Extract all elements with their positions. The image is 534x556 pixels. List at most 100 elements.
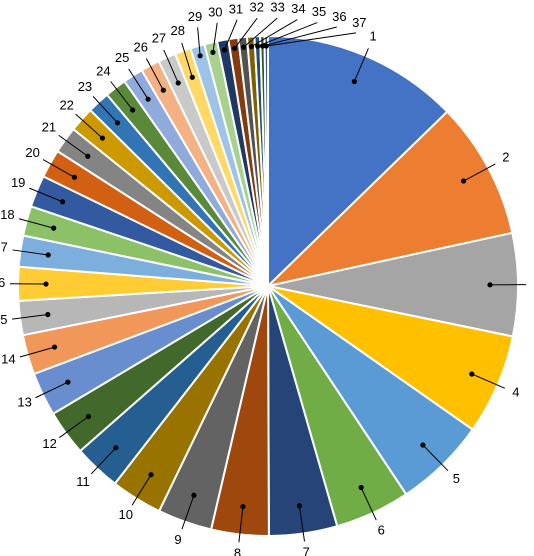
label-dot bbox=[461, 178, 467, 184]
label-dot bbox=[221, 47, 228, 53]
leader-line bbox=[262, 26, 337, 47]
slice-label: 28 bbox=[171, 23, 185, 38]
leader-line bbox=[42, 159, 75, 178]
leader-line bbox=[131, 474, 152, 506]
leader-line bbox=[163, 49, 179, 84]
leader-line bbox=[145, 58, 164, 91]
label-dot bbox=[85, 413, 92, 420]
leader-line bbox=[92, 96, 118, 124]
leader-line bbox=[128, 68, 149, 100]
slice-label: 6 bbox=[378, 523, 385, 538]
label-dot bbox=[160, 87, 166, 93]
slice-label: 32 bbox=[249, 0, 263, 15]
slice-label: 25 bbox=[115, 50, 129, 65]
label-dot bbox=[130, 107, 136, 113]
label-dot bbox=[189, 74, 195, 80]
leader-line bbox=[59, 416, 89, 439]
label-dot bbox=[420, 442, 426, 448]
leader-line bbox=[18, 218, 54, 229]
label-dot bbox=[45, 311, 51, 318]
leader-line bbox=[212, 22, 218, 53]
slice-label: 19 bbox=[11, 175, 25, 190]
leader-line bbox=[257, 22, 318, 47]
label-dot bbox=[175, 80, 181, 86]
slice-label: 29 bbox=[188, 9, 202, 24]
leader-line bbox=[360, 487, 377, 521]
slice-label: 4 bbox=[512, 384, 519, 399]
label-dot bbox=[197, 53, 203, 59]
slice-label: 23 bbox=[78, 79, 92, 94]
slice-label: 7 bbox=[303, 545, 310, 556]
label-dot bbox=[51, 225, 57, 231]
label-dot bbox=[71, 174, 78, 180]
leader-line bbox=[243, 17, 278, 48]
leader-line bbox=[298, 505, 306, 542]
slice-label: 31 bbox=[229, 1, 243, 16]
slice-label: 11 bbox=[76, 474, 90, 489]
slice-label: 21 bbox=[42, 120, 56, 135]
leader-line bbox=[35, 381, 69, 399]
label-dot bbox=[487, 282, 493, 288]
label-dot bbox=[145, 96, 151, 102]
slice-label: 26 bbox=[133, 39, 147, 54]
label-dot bbox=[210, 49, 216, 55]
label-dot bbox=[255, 43, 261, 49]
leader-line bbox=[224, 19, 238, 51]
slice-label: 13 bbox=[17, 394, 31, 409]
leader-line bbox=[90, 447, 117, 475]
slice-label: 8 bbox=[234, 546, 241, 556]
label-dot bbox=[148, 472, 154, 478]
slice-label: 2 bbox=[502, 150, 509, 165]
slice-label: 30 bbox=[208, 4, 222, 19]
slice-label: 27 bbox=[152, 30, 166, 45]
label-dot bbox=[259, 43, 266, 49]
leader-line bbox=[238, 506, 244, 543]
leader-line bbox=[353, 48, 369, 82]
leader-line bbox=[266, 32, 357, 47]
slice-label: 9 bbox=[174, 532, 181, 547]
label-dot bbox=[60, 199, 66, 205]
leader-line bbox=[12, 314, 48, 320]
slice-label: 34 bbox=[291, 1, 305, 16]
leader-line bbox=[19, 346, 55, 358]
slice-label: 17 bbox=[0, 240, 8, 255]
leader-line bbox=[471, 373, 506, 389]
leader-line bbox=[12, 249, 49, 256]
label-dot bbox=[43, 281, 49, 287]
leader-line bbox=[181, 42, 193, 78]
slice-label: 15 bbox=[0, 312, 7, 327]
label-dot bbox=[45, 252, 51, 258]
label-dot bbox=[469, 371, 475, 377]
slice-label: 1 bbox=[369, 29, 376, 44]
slice-label: 5 bbox=[453, 471, 460, 486]
slice-label: 36 bbox=[332, 9, 346, 24]
leader-line bbox=[58, 134, 89, 157]
slice-label: 24 bbox=[96, 63, 110, 78]
label-dot bbox=[191, 492, 197, 498]
label-dot bbox=[232, 45, 238, 51]
slice-label: 18 bbox=[0, 207, 14, 222]
leader-line bbox=[234, 17, 258, 49]
label-dot bbox=[241, 44, 247, 50]
label-dot bbox=[358, 484, 364, 491]
label-dot bbox=[248, 43, 254, 50]
slice-label: 12 bbox=[42, 436, 56, 451]
label-dot bbox=[65, 379, 71, 385]
slice-label: 20 bbox=[25, 145, 39, 160]
leader-line bbox=[197, 27, 201, 56]
label-dot bbox=[113, 445, 119, 451]
slice-label: 16 bbox=[0, 275, 5, 290]
slice-label: 37 bbox=[352, 15, 366, 30]
label-dot bbox=[240, 503, 246, 510]
leader-line bbox=[422, 444, 449, 472]
leader-line bbox=[110, 81, 134, 111]
label-dot bbox=[351, 78, 357, 85]
label-dot bbox=[85, 153, 91, 159]
slice-label: 35 bbox=[312, 4, 326, 19]
leader-line bbox=[29, 187, 63, 203]
slice bbox=[263, 34, 269, 287]
leader-line bbox=[463, 163, 496, 182]
leader-line bbox=[251, 19, 298, 48]
